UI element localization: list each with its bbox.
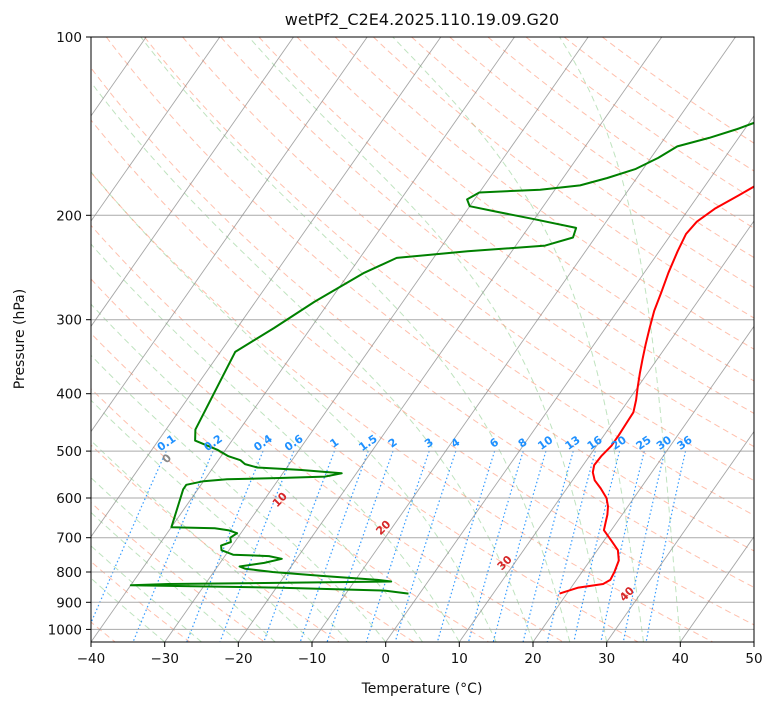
y-tick-label: 600 — [56, 491, 82, 507]
dry-adiabat — [91, 171, 713, 642]
y-tick-label: 800 — [56, 565, 82, 581]
mixing-ratio-line — [467, 450, 524, 642]
dry-adiabat — [373, 37, 754, 319]
isotherm — [532, 325, 754, 642]
moist-adiabat — [91, 354, 387, 642]
mixing-ratio-line — [546, 450, 596, 642]
isotherm — [311, 37, 736, 642]
x-axis-label: Temperature (°C) — [361, 681, 483, 697]
moist-adiabat — [91, 81, 534, 642]
isotherms — [0, 37, 754, 642]
y-axis-label: Pressure (hPa) — [12, 289, 28, 389]
x-tick-label: 40 — [672, 651, 689, 667]
moist-adiabat — [91, 303, 423, 642]
x-tick-label: 20 — [524, 651, 541, 667]
y-tick-label: 300 — [56, 313, 82, 329]
mixing-ratio-line — [186, 450, 264, 642]
moist-adiabat — [140, 37, 571, 642]
dry-adiabat — [91, 67, 754, 588]
moist-adiabat — [91, 511, 239, 642]
mixing-ratio-lines — [91, 450, 687, 642]
dry-adiabat — [258, 37, 754, 414]
data-series — [129, 121, 754, 595]
x-tick-label: −20 — [224, 651, 253, 667]
y-tick-label: 200 — [56, 208, 82, 224]
isotherm — [91, 37, 515, 642]
isobars — [91, 37, 754, 630]
mixing-ratio-line — [573, 450, 621, 642]
chart-title: wetPf2_C2E4.2025.110.19.09.G20 — [285, 10, 559, 30]
x-tick-label: 50 — [745, 651, 762, 667]
x-tick-label: −40 — [77, 651, 106, 667]
mixing-ratio-line — [326, 450, 394, 642]
isotherm — [606, 430, 754, 642]
isotherm — [385, 115, 754, 642]
background-lines — [0, 37, 754, 642]
mixing-ratio-line — [263, 450, 335, 642]
dry-adiabat — [91, 224, 639, 642]
moist-adiabat — [91, 577, 166, 642]
isotherm — [237, 37, 663, 642]
mixing-ratio-line — [522, 450, 574, 642]
isotherm — [0, 37, 73, 642]
y-axis: 100 200 300 400 500 600 700 800 900 1000 — [48, 30, 91, 638]
y-tick-label: 100 — [56, 30, 82, 46]
moist-adiabat — [91, 171, 497, 642]
y-tick-label: 700 — [56, 531, 82, 547]
x-tick-label: 10 — [451, 651, 468, 667]
y-tick-label: 400 — [56, 387, 82, 403]
plot-background — [91, 37, 754, 642]
plot-frame — [90, 36, 755, 643]
dry-adiabat — [296, 37, 754, 382]
y-tick-label: 500 — [56, 444, 82, 460]
moist-adiabats — [91, 37, 681, 642]
dry-adiabat — [91, 119, 754, 626]
mixing-ratio-line — [219, 450, 295, 642]
isotherm — [164, 37, 589, 642]
dry-adiabat-label: -10 — [64, 418, 87, 441]
moist-adiabat — [91, 477, 276, 642]
mixing-ratio-line — [365, 450, 430, 642]
x-tick-label: −10 — [298, 651, 327, 667]
dry-adiabat — [91, 278, 564, 642]
temperature-profile-line — [559, 185, 754, 595]
mixing-ratio-line — [436, 450, 496, 642]
mixing-ratio-line — [600, 450, 645, 642]
isotherm — [91, 37, 294, 328]
y-tick-label: 900 — [56, 595, 82, 611]
mixing-ratio-line — [645, 450, 687, 642]
moist-adiabat — [392, 37, 644, 642]
x-tick-label: −30 — [150, 651, 179, 667]
dry-adiabat — [411, 37, 754, 289]
isotherm — [753, 641, 754, 642]
isotherm — [91, 37, 221, 222]
mixing-ratio-line — [622, 450, 666, 642]
moist-adiabat — [91, 243, 460, 642]
isotherm — [458, 220, 754, 642]
dewpoint-profile-line — [129, 121, 754, 595]
dry-adiabat — [144, 37, 754, 516]
isotherm — [679, 535, 754, 642]
isotherm — [91, 37, 442, 538]
moist-adiabat — [248, 37, 608, 642]
dry-adiabats — [91, 37, 754, 642]
moist-adiabat — [91, 545, 202, 642]
isotherm — [91, 37, 368, 433]
dry-adiabat — [91, 332, 489, 642]
x-axis: −40 −30 −20 −10 0 10 20 30 40 50 — [77, 642, 763, 667]
x-tick-label: 0 — [381, 651, 390, 667]
dry-adiabat — [334, 37, 754, 350]
y-tick-label: 1000 — [48, 622, 82, 638]
x-tick-label: 30 — [598, 651, 615, 667]
